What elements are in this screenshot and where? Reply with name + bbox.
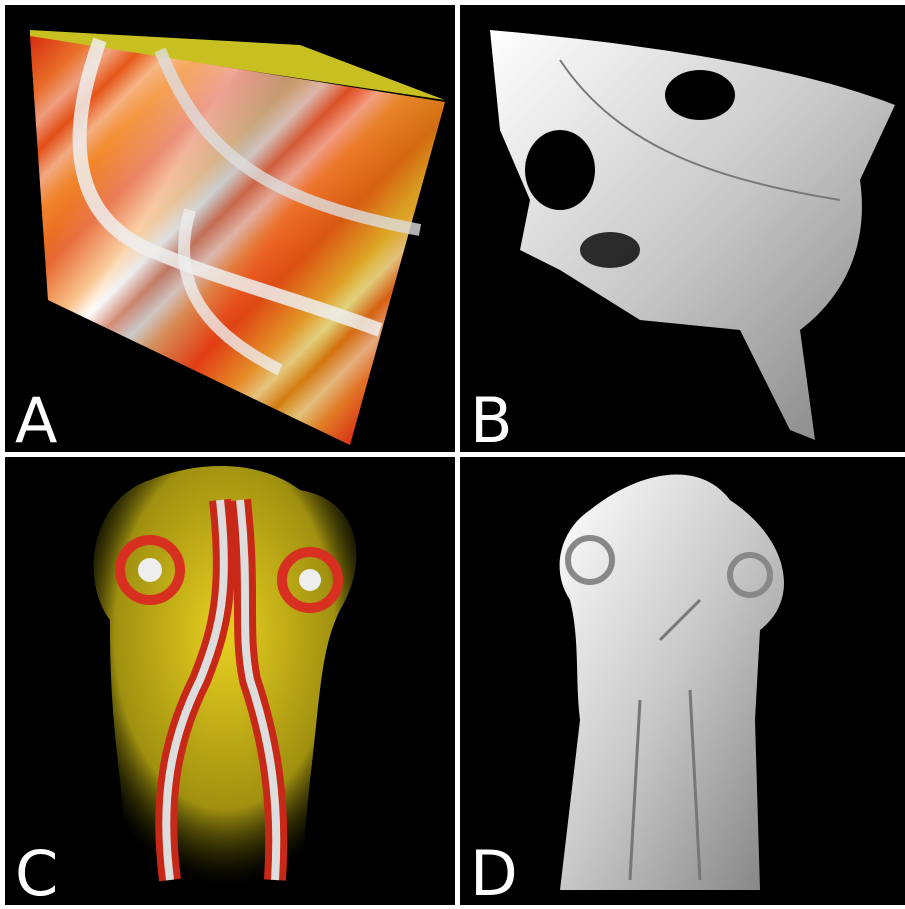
- ridge: [154, 47, 422, 236]
- vortex: [727, 552, 773, 598]
- panel-label: B: [470, 384, 513, 457]
- filament-core: [162, 499, 228, 881]
- panel-label: A: [15, 384, 57, 457]
- ridge: [72, 37, 383, 337]
- ridge: [178, 208, 283, 376]
- vortex: [277, 547, 343, 613]
- cube-face-overlay: [30, 36, 445, 445]
- hole: [580, 232, 640, 268]
- vortex-core: [299, 569, 321, 591]
- filament-core: [236, 499, 281, 881]
- hole: [525, 130, 595, 210]
- vortex: [565, 535, 615, 585]
- vortex: [115, 535, 185, 605]
- panel-label: D: [470, 837, 518, 909]
- vortex-core: [138, 558, 162, 582]
- edge: [559, 59, 841, 201]
- cube-top: [30, 30, 445, 100]
- hole: [665, 70, 735, 120]
- isosurface: [490, 30, 895, 440]
- panel-label: C: [15, 837, 58, 909]
- edge: [628, 598, 702, 881]
